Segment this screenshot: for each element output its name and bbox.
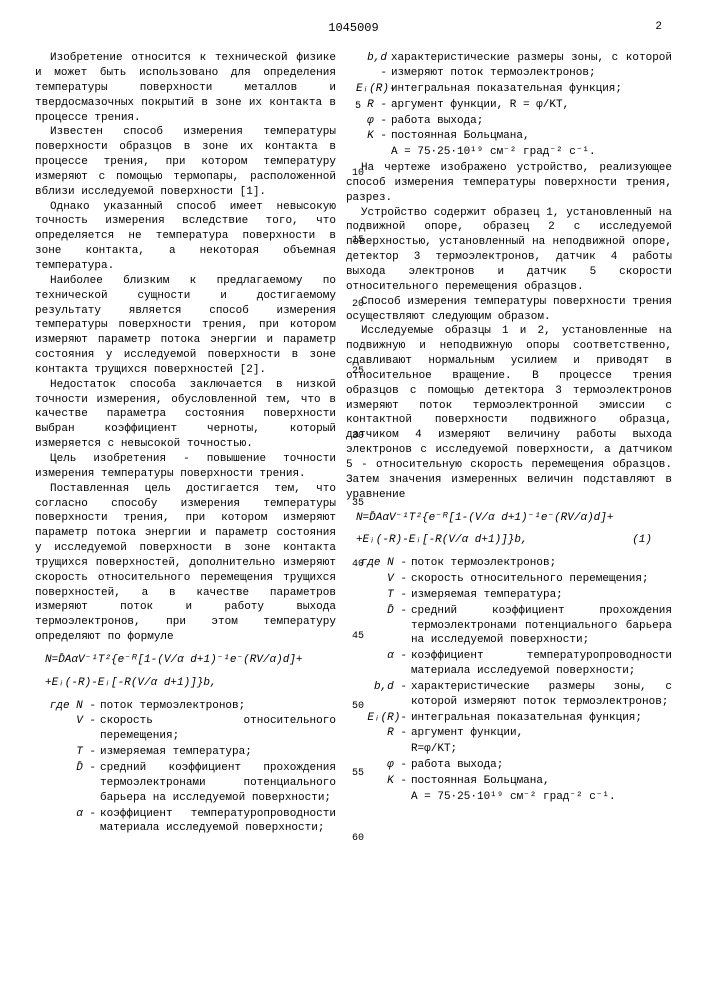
where-row: b,d -характеристические размеры зоны, с …: [356, 680, 672, 710]
where-def: постоянная Больцмана,: [391, 129, 672, 144]
where-row: T -измеряемая температура;: [45, 745, 336, 760]
where-def: характеристические размеры зоны, с котор…: [391, 51, 672, 81]
where-symbol: Eᵢ(R)-: [356, 82, 391, 97]
where-symbol: α -: [45, 807, 100, 837]
paragraph: Недостаток способа заключается в низкой …: [35, 378, 336, 452]
line-number: 50: [350, 700, 366, 714]
where-row: где N -поток термоэлектронов;: [356, 556, 672, 571]
line-number: 60: [350, 832, 366, 846]
formula-2-line1: N=D̄AαV⁻¹T²{e⁻ᴿ[1-(V/α d+1)⁻¹e⁻(RV/α)d]+: [356, 511, 672, 526]
where-row: V -скорость относительного перемещения;: [356, 572, 672, 587]
paragraph: Известен способ измерения температуры по…: [35, 125, 336, 199]
where-row: φ -работа выхода;: [356, 758, 672, 773]
where-symbol: φ -: [356, 114, 391, 129]
right-column: b,d -характеристические размеры зоны, с …: [346, 51, 672, 837]
where-symbol: α -: [356, 649, 411, 679]
where-def: измеряемая температура;: [100, 745, 336, 760]
patent-number: 1045009: [35, 20, 672, 36]
where-def: A = 75·25·10¹⁹ см⁻² град⁻² с⁻¹.: [411, 790, 672, 805]
where-label: где N -: [45, 699, 100, 714]
where-row: Eᵢ(R)-интегральная показательная функция…: [356, 711, 672, 726]
paragraph: Исследуемые образцы 1 и 2, установленные…: [346, 324, 672, 502]
left-column: Изобретение относится к технической физи…: [35, 51, 336, 837]
where-symbol: K -: [356, 129, 391, 144]
line-number: 35: [350, 497, 366, 511]
paragraph: Способ измерения температуры поверхности…: [346, 295, 672, 325]
where-def: A = 75·25·10¹⁹ см⁻² град⁻² с⁻¹.: [391, 145, 672, 160]
where-def: поток термоэлектронов;: [100, 699, 336, 714]
where-symbol: V -: [356, 572, 411, 587]
line-number: 30: [350, 430, 366, 444]
where-list-right-bottom: где N -поток термоэлектронов;V -скорость…: [356, 556, 672, 805]
where-symbol: V -: [45, 714, 100, 744]
where-def: средний коэффициент прохождения термоэле…: [411, 604, 672, 649]
where-def: R=φ/KT;: [411, 742, 672, 757]
where-def: работа выхода;: [411, 758, 672, 773]
where-row: D̄ -средний коэффициент прохождения терм…: [45, 761, 336, 806]
where-def: аргумент функции,: [411, 726, 672, 741]
where-row: D̄ -средний коэффициент прохождения терм…: [356, 604, 672, 649]
paragraph: Изобретение относится к технической физи…: [35, 51, 336, 125]
line-number: 5: [350, 100, 366, 114]
where-list-right-top: b,d -характеристические размеры зоны, с …: [356, 51, 672, 160]
where-def: интегральная показательная функция;: [411, 711, 672, 726]
where-row: V -скорость относительного перемещения;: [45, 714, 336, 744]
paragraph: Поставленная цель достигается тем, что с…: [35, 482, 336, 645]
line-number: 55: [350, 767, 366, 781]
where-def: аргумент функции, R = φ/KT,: [391, 98, 672, 113]
where-symbol: T -: [356, 588, 411, 603]
where-def: постоянная Больцмана,: [411, 774, 672, 789]
where-symbol: D̄ -: [45, 761, 100, 806]
where-symbol: R -: [356, 726, 411, 741]
where-def: поток термоэлектронов;: [411, 556, 672, 571]
line-number: 40: [350, 558, 366, 572]
where-row: R=φ/KT;: [356, 742, 672, 757]
line-number: 15: [350, 234, 366, 248]
formula-1-line1: N=D̄AαV⁻¹T²{e⁻ᴿ[1-(V/α d+1)⁻¹e⁻(RV/α)d]+: [45, 653, 336, 668]
where-symbol: [356, 790, 411, 805]
where-def: характеристические размеры зоны, с котор…: [411, 680, 672, 710]
where-symbol: T -: [45, 745, 100, 760]
where-symbol: b,d -: [356, 51, 391, 81]
where-symbol: [356, 145, 391, 160]
paragraph: Наиболее близким к предлагаемому по техн…: [35, 274, 336, 378]
where-row: b,d -характеристические размеры зоны, с …: [356, 51, 672, 81]
paragraph: Устройство содержит образец 1, установле…: [346, 206, 672, 295]
where-def: скорость относительного перемещения;: [100, 714, 336, 744]
formula-1-line2: +Eᵢ(-R)-Eᵢ[-R(V/α d+1)]}b,: [45, 676, 336, 691]
where-row: Eᵢ(R)-интегральная показательная функция…: [356, 82, 672, 97]
where-row: R -аргумент функции, R = φ/KT,: [356, 98, 672, 113]
where-row: φ -работа выхода;: [356, 114, 672, 129]
page-marker: 2: [655, 20, 662, 35]
where-row: K -постоянная Больцмана,: [356, 129, 672, 144]
line-number: 10: [350, 167, 366, 181]
where-def: интегральная показательная функция;: [391, 82, 672, 97]
line-number: 45: [350, 630, 366, 644]
where-def: измеряемая температура;: [411, 588, 672, 603]
line-number: 25: [350, 365, 366, 379]
where-def: скорость относительного перемещения;: [411, 572, 672, 587]
paragraph: Однако указанный способ имеет невысокую …: [35, 200, 336, 274]
where-def: работа выхода;: [391, 114, 672, 129]
where-row: R -аргумент функции,: [356, 726, 672, 741]
where-row: K -постоянная Больцмана,: [356, 774, 672, 789]
where-def: коэффициент температуропроводности матер…: [411, 649, 672, 679]
formula-2-line2: +Eᵢ(-R)-Eᵢ[-R(V/α d+1)]}b, (1): [356, 533, 672, 548]
where-def: коэффициент температуропроводности матер…: [100, 807, 336, 837]
paragraph: Цель изобретения - повышение точности из…: [35, 452, 336, 482]
equation-number: (1): [632, 533, 652, 548]
where-row: A = 75·25·10¹⁹ см⁻² град⁻² с⁻¹.: [356, 790, 672, 805]
paragraph: На чертеже изображено устройство, реализ…: [346, 161, 672, 206]
where-row: α -коэффициент температуропроводности ма…: [356, 649, 672, 679]
where-list-left: где N -поток термоэлектронов;V -скорость…: [45, 699, 336, 837]
where-row: где N -поток термоэлектронов;: [45, 699, 336, 714]
where-row: A = 75·25·10¹⁹ см⁻² град⁻² с⁻¹.: [356, 145, 672, 160]
line-number: 20: [350, 298, 366, 312]
where-row: α -коэффициент температуропроводности ма…: [45, 807, 336, 837]
where-row: T -измеряемая температура;: [356, 588, 672, 603]
where-symbol: [356, 742, 411, 757]
where-def: средний коэффициент прохождения термоэле…: [100, 761, 336, 806]
